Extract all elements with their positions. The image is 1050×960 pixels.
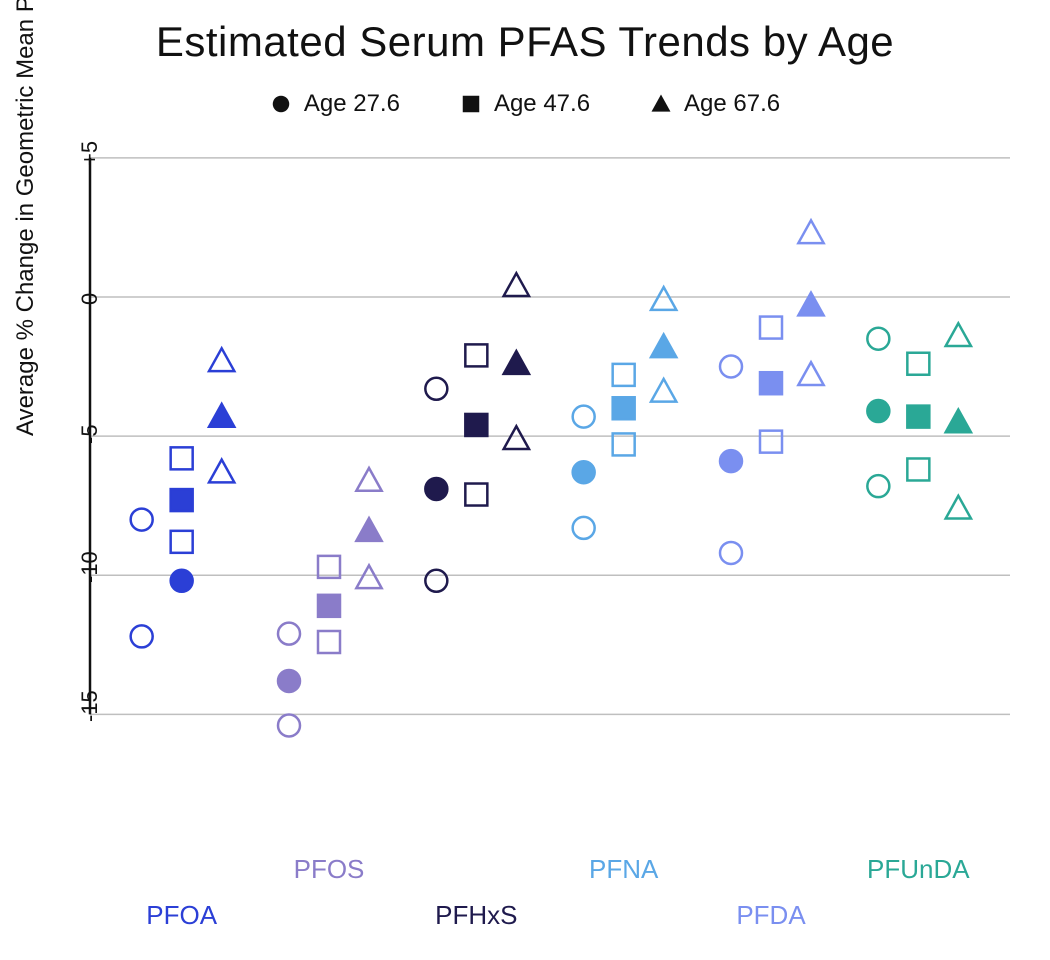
data-point bbox=[356, 565, 381, 588]
data-point bbox=[720, 356, 742, 378]
data-point bbox=[171, 570, 193, 592]
data-point bbox=[171, 447, 193, 469]
category-labels: PFOAPFOSPFHxSPFNAPFDAPFUnDA bbox=[90, 800, 1010, 920]
data-point bbox=[651, 334, 676, 357]
data-point bbox=[318, 595, 340, 617]
data-point bbox=[867, 400, 889, 422]
data-point bbox=[131, 509, 153, 531]
data-point bbox=[209, 460, 234, 483]
triangle-icon bbox=[650, 93, 672, 115]
data-point bbox=[504, 273, 529, 296]
data-point bbox=[613, 397, 635, 419]
y-tick-label: -15 bbox=[77, 714, 103, 722]
chart-legend: Age 27.6 Age 47.6 Age 67.6 bbox=[0, 90, 1050, 118]
data-point bbox=[465, 414, 487, 436]
category-label: PFUnDA bbox=[867, 854, 970, 885]
data-point bbox=[209, 404, 234, 427]
chart-stage: Estimated Serum PFAS Trends by Age Age 2… bbox=[0, 0, 1050, 960]
data-point bbox=[720, 542, 742, 564]
data-point bbox=[278, 623, 300, 645]
data-point bbox=[760, 431, 782, 453]
data-point bbox=[171, 531, 193, 553]
category-label: PFOS bbox=[294, 854, 365, 885]
data-point bbox=[613, 364, 635, 386]
legend-item: Age 27.6 bbox=[270, 90, 400, 118]
y-tick-label: -5 bbox=[77, 436, 103, 444]
data-point bbox=[760, 372, 782, 394]
plot-area: +50-5-10-15 bbox=[90, 130, 1010, 770]
data-point bbox=[651, 287, 676, 310]
data-point bbox=[907, 406, 929, 428]
data-point bbox=[867, 328, 889, 350]
category-label: PFOA bbox=[146, 900, 217, 931]
data-point bbox=[573, 517, 595, 539]
category-label: PFDA bbox=[736, 900, 805, 931]
plot-svg bbox=[90, 130, 1010, 770]
data-point bbox=[356, 518, 381, 541]
data-point bbox=[760, 317, 782, 339]
data-point bbox=[425, 478, 447, 500]
data-point bbox=[798, 293, 823, 316]
data-point bbox=[907, 353, 929, 375]
data-point bbox=[504, 426, 529, 449]
data-point bbox=[131, 625, 153, 647]
data-point bbox=[798, 362, 823, 385]
data-point bbox=[209, 348, 234, 371]
legend-item: Age 47.6 bbox=[460, 90, 590, 118]
data-point bbox=[573, 461, 595, 483]
data-point bbox=[651, 379, 676, 402]
data-point bbox=[465, 484, 487, 506]
circle-icon bbox=[270, 93, 292, 115]
data-point bbox=[798, 220, 823, 243]
data-point bbox=[278, 670, 300, 692]
data-point bbox=[946, 323, 971, 346]
data-point bbox=[504, 351, 529, 374]
data-point bbox=[318, 631, 340, 653]
data-point bbox=[720, 450, 742, 472]
data-point bbox=[171, 489, 193, 511]
y-tick-label: +5 bbox=[77, 158, 103, 166]
data-point bbox=[465, 344, 487, 366]
data-point bbox=[425, 378, 447, 400]
y-tick-label: -10 bbox=[77, 575, 103, 583]
data-point bbox=[425, 570, 447, 592]
data-point bbox=[278, 714, 300, 736]
category-label: PFHxS bbox=[435, 900, 517, 931]
data-point bbox=[946, 410, 971, 433]
square-icon bbox=[460, 93, 482, 115]
y-tick-label: 0 bbox=[77, 297, 103, 305]
data-point bbox=[907, 458, 929, 480]
legend-label: Age 67.6 bbox=[684, 90, 780, 118]
data-point bbox=[573, 406, 595, 428]
category-label: PFNA bbox=[589, 854, 658, 885]
y-axis-label: Average % Change in Geometric Mean Per Y… bbox=[12, 0, 40, 436]
legend-label: Age 27.6 bbox=[304, 90, 400, 118]
data-point bbox=[356, 468, 381, 491]
data-point bbox=[867, 475, 889, 497]
legend-item: Age 67.6 bbox=[650, 90, 780, 118]
chart-title: Estimated Serum PFAS Trends by Age bbox=[0, 18, 1050, 66]
data-point bbox=[946, 496, 971, 519]
legend-label: Age 47.6 bbox=[494, 90, 590, 118]
